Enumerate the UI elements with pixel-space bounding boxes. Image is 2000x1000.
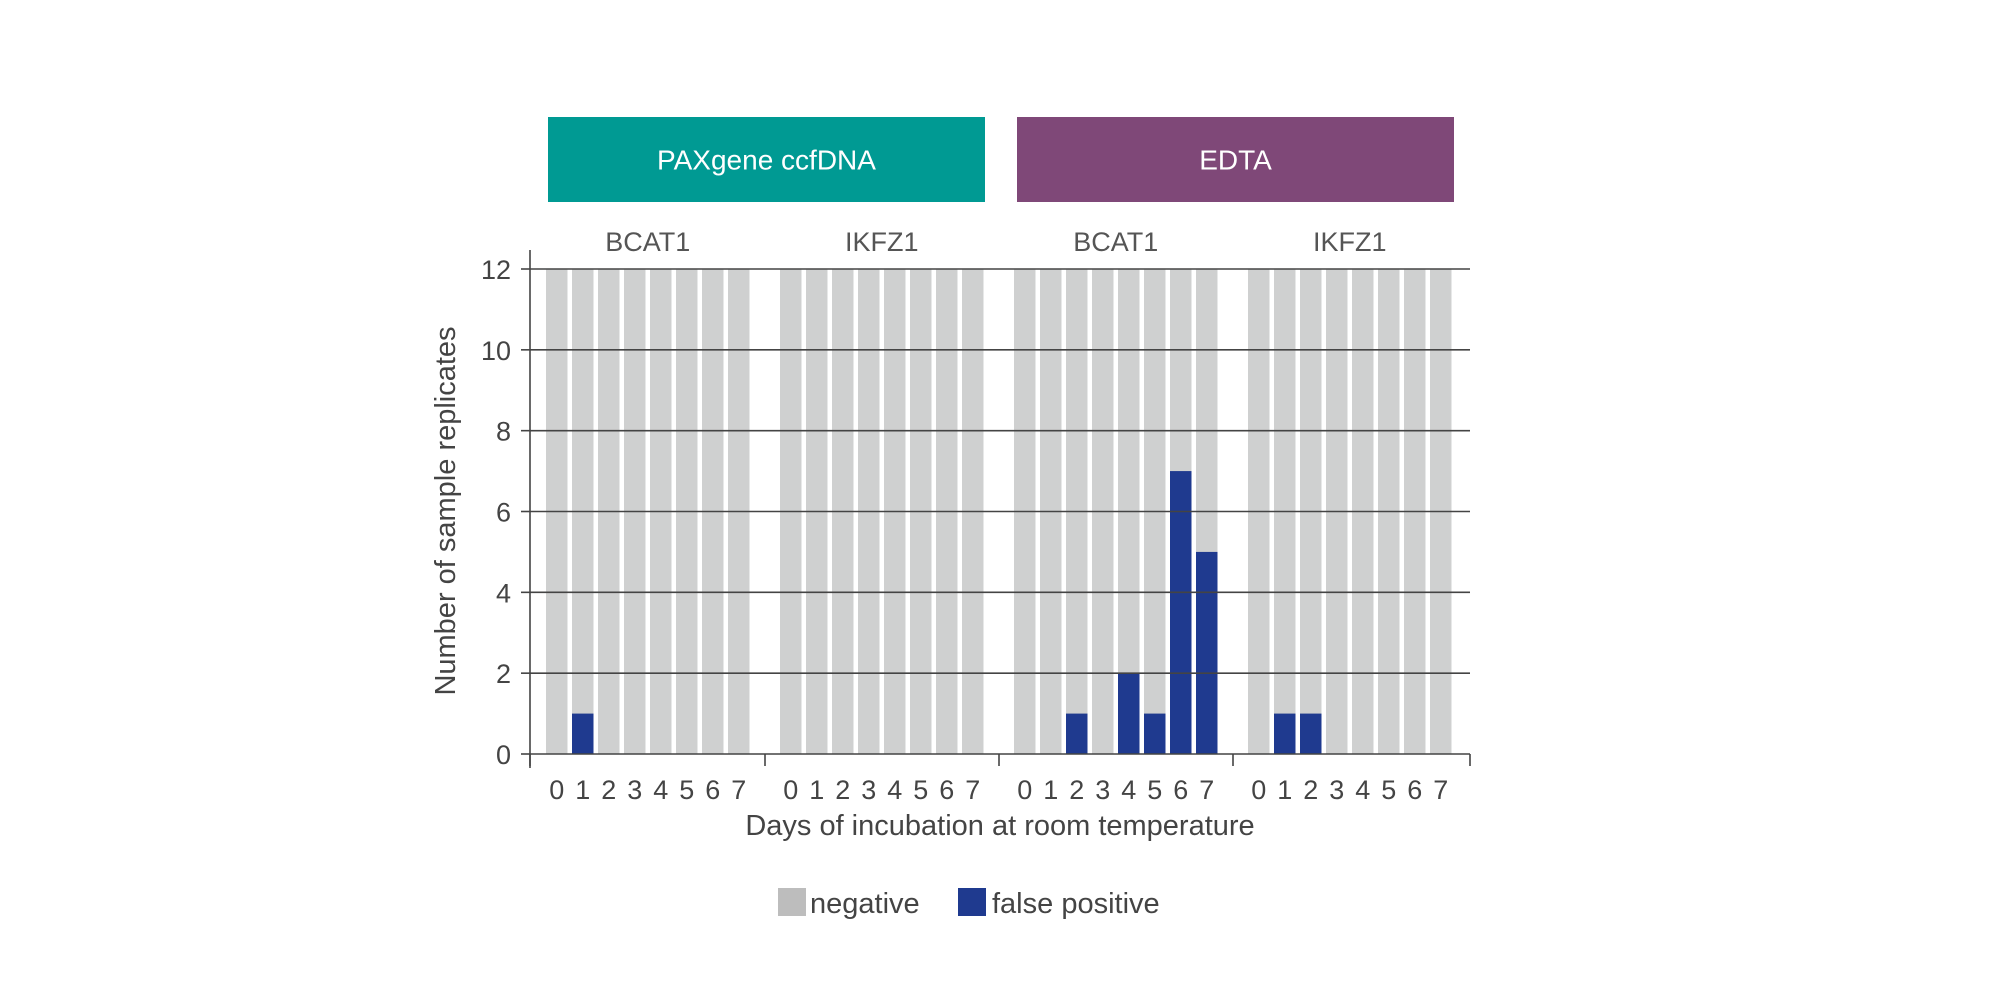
x-tick-label-g1-d0: 0 [549, 775, 564, 805]
group-labels: BCAT1 IKFZ1 BCAT1 IKFZ1 [605, 227, 1386, 257]
x-tick-label-g2-d3: 3 [861, 775, 876, 805]
x-tick-label-g1-d1: 1 [575, 775, 590, 805]
bar-false-positive-g4-d2 [1300, 713, 1322, 754]
header-box-1 [548, 117, 985, 202]
group-label-3: BCAT1 [1073, 227, 1158, 257]
axes [521, 250, 1471, 768]
x-tick-label-g4-d4: 4 [1355, 775, 1370, 805]
bar-false-positive-g3-d2 [1066, 713, 1088, 754]
x-tick-label-g1-d3: 3 [627, 775, 642, 805]
x-tick-label-g4-d2: 2 [1303, 775, 1318, 805]
x-axis-title: Days of incubation at room temperature [745, 810, 1254, 842]
x-tick-label-g4-d1: 1 [1277, 775, 1292, 805]
group-label-1: BCAT1 [605, 227, 690, 257]
x-tick-label-g4-d7: 7 [1433, 775, 1448, 805]
group-label-2: IKFZ1 [845, 227, 919, 257]
x-tick-label-g1-d4: 4 [653, 775, 668, 805]
bar-false-positive-g4-d1 [1274, 713, 1296, 754]
x-tick-label-g3-d4: 4 [1121, 775, 1136, 805]
x-tick-label-g3-d1: 1 [1043, 775, 1058, 805]
bar-false-positive-g3-d4 [1118, 673, 1140, 754]
gridlines [530, 268, 1470, 674]
group-headers: PAXgene ccfDNA EDTA [548, 117, 1454, 202]
legend-swatch-2 [958, 888, 986, 916]
x-tick-label-g2-d0: 0 [783, 775, 798, 805]
x-tick-label-g1-d6: 6 [705, 775, 720, 805]
header-box-2 [1017, 117, 1454, 202]
x-tick-label-g2-d1: 1 [809, 775, 824, 805]
legend-label-2: false positive [992, 888, 1160, 920]
y-tick-label-10: 10 [481, 336, 511, 366]
x-tick-label-g2-d5: 5 [913, 775, 928, 805]
bar-false-positive-g3-d7 [1196, 551, 1218, 754]
y-tick-label-4: 4 [496, 578, 511, 608]
x-tick-label-g3-d6: 6 [1173, 775, 1188, 805]
x-tick-label-g1-d2: 2 [601, 775, 616, 805]
x-tick-label-g3-d0: 0 [1017, 775, 1032, 805]
y-tick-label-0: 0 [496, 740, 511, 770]
x-tick-label-g2-d4: 4 [887, 775, 902, 805]
x-tick-label-g1-d7: 7 [731, 775, 746, 805]
x-tick-label-g4-d6: 6 [1407, 775, 1422, 805]
x-tick-label-g2-d6: 6 [939, 775, 954, 805]
y-tick-label-6: 6 [496, 498, 511, 528]
x-tick-label-g2-d7: 7 [965, 775, 980, 805]
x-tick-label-g4-d5: 5 [1381, 775, 1396, 805]
x-tick-label-g4-d3: 3 [1329, 775, 1344, 805]
x-tick-label-g3-d2: 2 [1069, 775, 1084, 805]
group-label-4: IKFZ1 [1313, 227, 1387, 257]
bar-false-positive-g1-d1 [572, 713, 594, 754]
x-tick-label-g3-d7: 7 [1199, 775, 1214, 805]
x-tick-label-g3-d5: 5 [1147, 775, 1162, 805]
header-label-2: EDTA [1199, 145, 1272, 176]
legend-swatch-1 [778, 888, 806, 916]
header-label-1: PAXgene ccfDNA [657, 145, 876, 176]
x-tick-label-g3-d3: 3 [1095, 775, 1110, 805]
x-tick-label-g4-d0: 0 [1251, 775, 1266, 805]
bar-false-positive-g3-d5 [1144, 713, 1166, 754]
legend: negative false positive [778, 888, 1160, 920]
y-tick-label-12: 12 [481, 255, 511, 285]
legend-label-1: negative [810, 888, 920, 920]
y-tick-label-8: 8 [496, 417, 511, 447]
x-tick-label-g1-d5: 5 [679, 775, 694, 805]
y-tick-label-2: 2 [496, 659, 511, 689]
bar-false-positive-g3-d6 [1170, 471, 1192, 754]
y-tick-labels: 0 2 4 6 8 10 12 [481, 255, 511, 770]
y-axis-title: Number of sample replicates [430, 326, 462, 695]
x-tick-label-g2-d2: 2 [835, 775, 850, 805]
